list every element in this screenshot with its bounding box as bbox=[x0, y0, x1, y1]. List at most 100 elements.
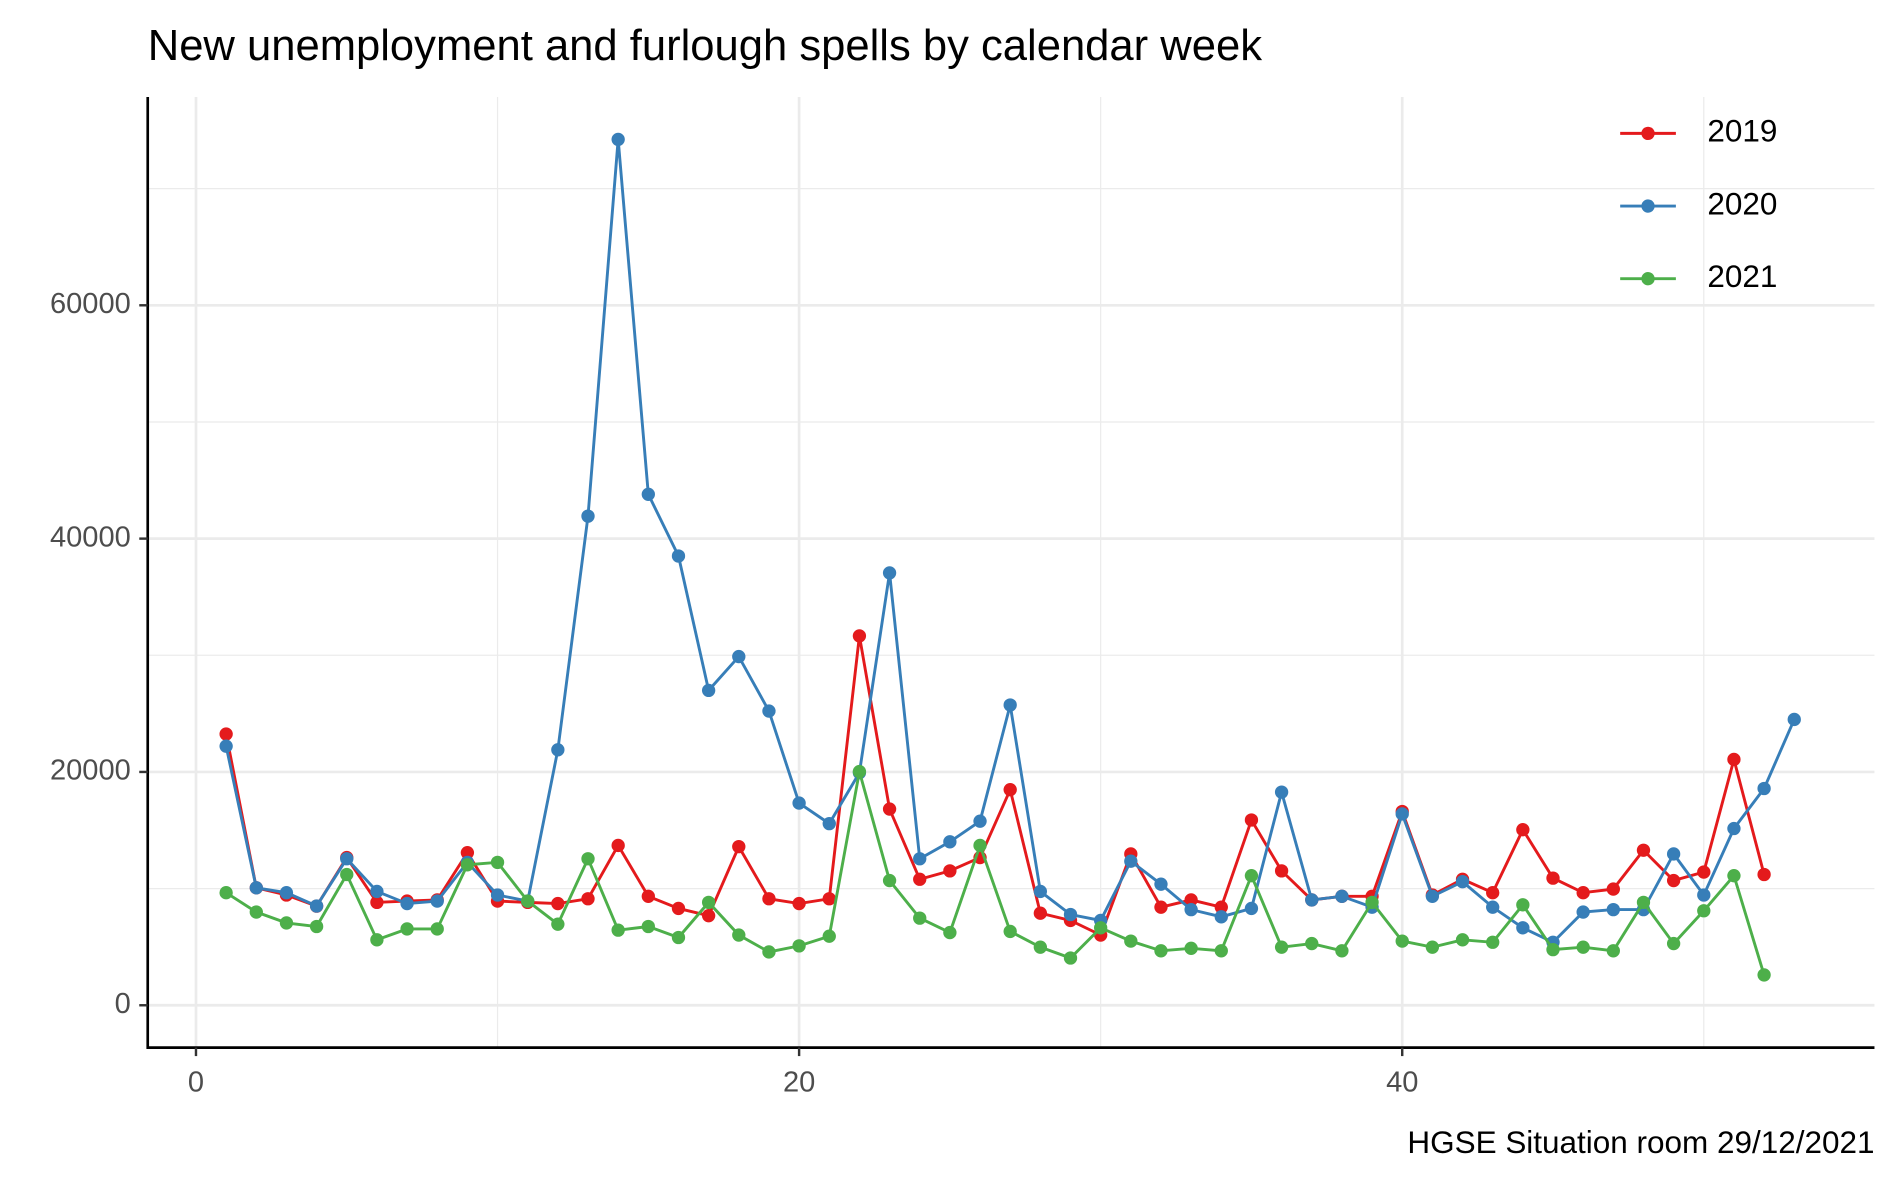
data-point bbox=[249, 881, 263, 895]
data-point bbox=[1335, 889, 1349, 903]
data-point bbox=[279, 886, 294, 900]
data-point bbox=[882, 566, 897, 580]
data-point bbox=[1033, 906, 1048, 920]
data-point bbox=[611, 132, 625, 147]
data-point bbox=[792, 796, 806, 810]
data-point bbox=[762, 704, 776, 718]
legend-marker bbox=[1641, 272, 1655, 286]
legend-label: 2019 bbox=[1707, 114, 1777, 149]
legend-label: 2021 bbox=[1707, 259, 1777, 294]
data-point bbox=[1184, 893, 1198, 907]
series-line bbox=[225, 771, 1766, 976]
data-point bbox=[1666, 936, 1681, 951]
data-point bbox=[913, 911, 927, 925]
data-point bbox=[1697, 904, 1711, 918]
data-point bbox=[1636, 895, 1651, 910]
data-point bbox=[1606, 902, 1620, 917]
data-point bbox=[460, 846, 475, 860]
data-point bbox=[1486, 886, 1500, 900]
data-point bbox=[1727, 821, 1741, 836]
data-point bbox=[1666, 873, 1681, 888]
data-point bbox=[701, 909, 716, 923]
data-point bbox=[822, 892, 836, 906]
data-point bbox=[1606, 944, 1620, 958]
data-point bbox=[430, 922, 444, 936]
data-point bbox=[309, 899, 324, 913]
data-point bbox=[1425, 889, 1440, 903]
data-point bbox=[882, 873, 897, 888]
data-point bbox=[460, 858, 475, 872]
data-point bbox=[370, 933, 384, 947]
data-point bbox=[671, 549, 686, 563]
series-line bbox=[224, 139, 1796, 945]
data-point bbox=[1636, 843, 1651, 857]
x-tick-label: 40 bbox=[1386, 1067, 1418, 1099]
data-point bbox=[1516, 921, 1530, 935]
data-point bbox=[1063, 951, 1078, 965]
data-point bbox=[551, 917, 565, 931]
data-point bbox=[1033, 940, 1048, 954]
data-point bbox=[1516, 823, 1530, 837]
data-point bbox=[1697, 888, 1711, 902]
data-point bbox=[521, 894, 535, 908]
data-point bbox=[490, 888, 505, 902]
data-point bbox=[340, 867, 354, 882]
data-point bbox=[1154, 877, 1168, 891]
data-point bbox=[430, 894, 444, 908]
x-tick-label: 20 bbox=[783, 1067, 815, 1099]
data-point bbox=[1305, 893, 1319, 907]
data-point bbox=[1184, 941, 1198, 955]
data-point bbox=[1425, 940, 1440, 954]
data-point bbox=[913, 872, 927, 886]
data-point bbox=[1787, 712, 1801, 727]
data-point bbox=[1094, 921, 1108, 935]
data-point bbox=[219, 886, 233, 900]
data-point bbox=[1486, 900, 1500, 914]
data-point bbox=[852, 629, 867, 643]
data-point bbox=[1274, 940, 1289, 954]
data-point bbox=[1154, 900, 1168, 914]
data-point bbox=[641, 487, 655, 501]
data-point bbox=[641, 889, 655, 903]
data-point bbox=[309, 919, 324, 934]
data-point bbox=[943, 864, 957, 878]
data-point bbox=[641, 919, 655, 934]
data-point bbox=[1486, 935, 1500, 949]
data-point bbox=[762, 945, 776, 959]
data-point bbox=[370, 895, 384, 910]
data-point bbox=[732, 649, 746, 664]
data-point bbox=[1727, 868, 1741, 883]
data-point bbox=[1063, 907, 1078, 922]
data-point bbox=[1244, 813, 1259, 827]
data-point bbox=[1576, 886, 1590, 900]
legend-marker bbox=[1641, 126, 1655, 141]
data-point bbox=[490, 855, 505, 870]
data-point bbox=[1757, 968, 1771, 982]
data-point bbox=[340, 852, 354, 866]
data-point bbox=[1214, 910, 1228, 924]
data-point bbox=[1576, 940, 1590, 954]
data-point bbox=[219, 739, 233, 753]
data-point bbox=[400, 922, 414, 936]
data-point bbox=[1244, 901, 1259, 916]
data-point bbox=[671, 930, 686, 945]
data-point bbox=[1305, 936, 1319, 951]
data-point bbox=[973, 814, 987, 828]
chart-title: New unemployment and furlough spells by … bbox=[148, 22, 1262, 70]
data-point bbox=[1576, 905, 1590, 919]
data-point bbox=[581, 509, 595, 523]
data-point bbox=[882, 802, 897, 816]
data-point bbox=[762, 892, 776, 906]
caption: HGSE Situation room 29/12/2021 bbox=[1407, 1125, 1874, 1160]
data-point bbox=[1033, 884, 1048, 899]
data-point bbox=[973, 838, 987, 853]
data-point bbox=[913, 852, 927, 866]
data-point bbox=[581, 852, 595, 866]
data-point bbox=[611, 838, 625, 853]
x-tick-label: 0 bbox=[188, 1067, 204, 1099]
data-point bbox=[1274, 864, 1289, 878]
data-point bbox=[822, 929, 836, 943]
data-point bbox=[822, 816, 836, 831]
